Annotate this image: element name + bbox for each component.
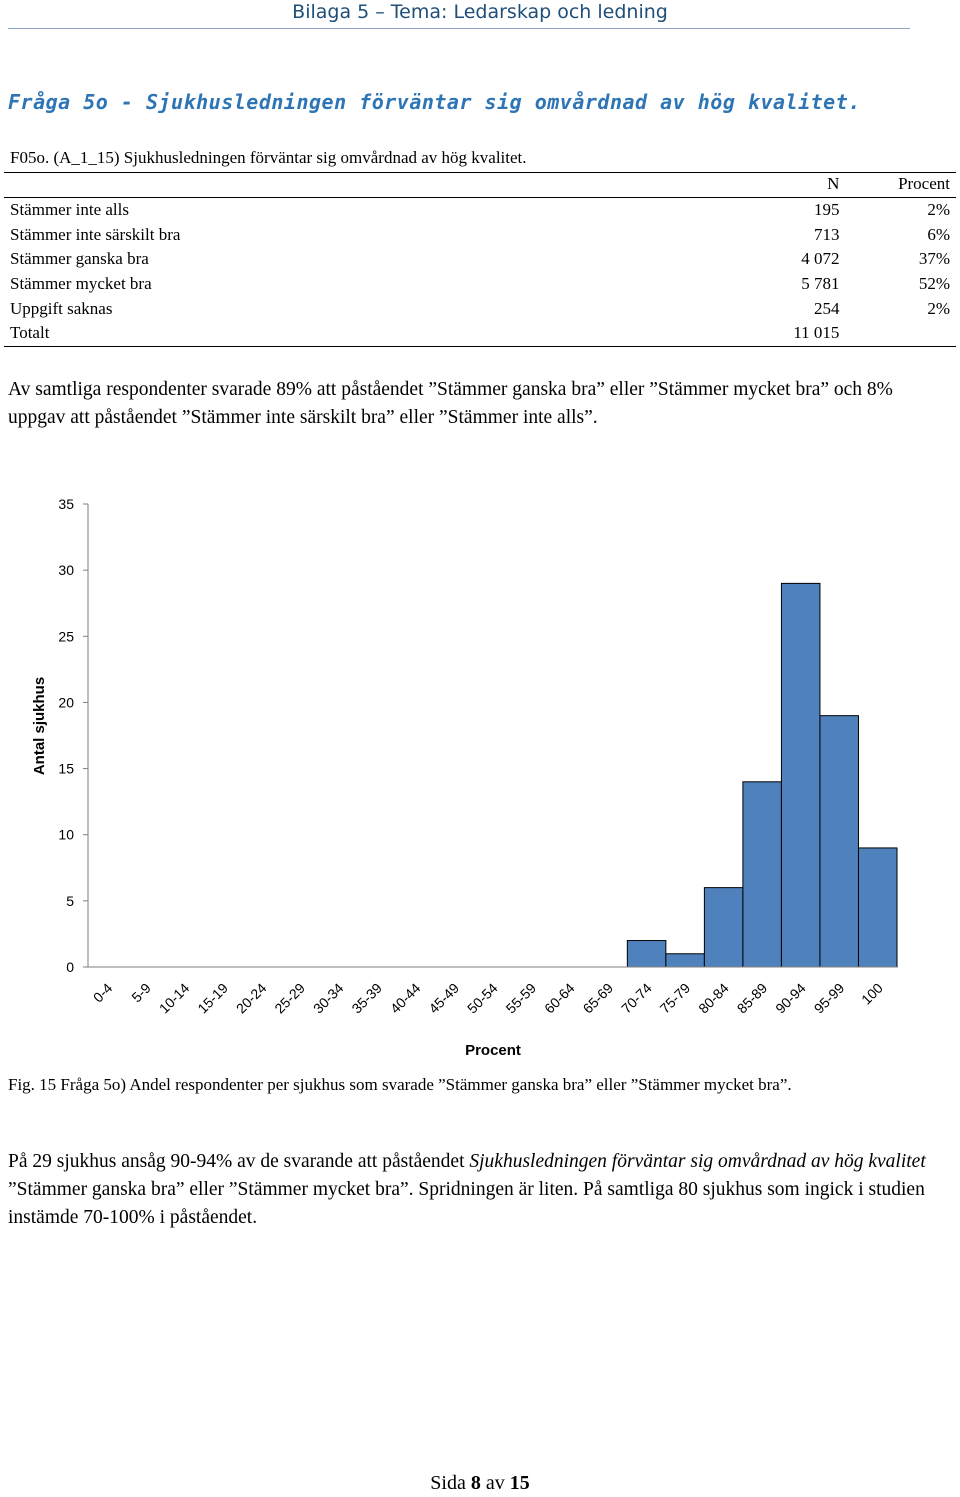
question-line: F05o. (A_1_15) Sjukhusledningen förvänta… [10, 148, 527, 167]
page-footer: Sida 8 av 15 [0, 1472, 960, 1495]
x-tick-label: 35-39 [348, 980, 385, 1017]
y-tick-label: 35 [58, 496, 74, 512]
conclusion-text-1: På 29 sjukhus ansåg 90-94% av de svarand… [8, 1151, 470, 1172]
y-tick-label: 20 [58, 694, 74, 710]
histogram-bar [703, 887, 744, 968]
table-row: Stämmer ganska bra 4 072 37% [4, 247, 956, 272]
x-tick-label: 70-74 [618, 980, 655, 1017]
histogram-chart: 0 5 10 15 20 25 30 35 0-4 5-9 10-14 15-19 20-24 25-2… [0, 490, 960, 1075]
x-tick-label: 45-49 [425, 980, 462, 1017]
x-tick-label: 40-44 [387, 980, 424, 1017]
total-label: Totalt [10, 323, 50, 343]
x-tick-label: 5-9 [128, 980, 154, 1006]
row-n: 713 [813, 224, 840, 244]
footer-page-number: 8 [470, 1472, 481, 1494]
x-tick-label: 80-84 [695, 980, 732, 1017]
y-tick-label: 30 [58, 562, 74, 578]
row-label: Uppgift saknas [10, 298, 113, 318]
table-header-row: N Procent [4, 172, 956, 198]
row-label: Stämmer ganska bra [10, 249, 149, 269]
footer-prefix: Sida [430, 1472, 471, 1494]
y-tick-label: 10 [58, 827, 74, 843]
x-tick-label: 75-79 [657, 980, 694, 1017]
table-row: Stämmer mycket bra 5 781 52% [4, 272, 956, 297]
table-top-rule [4, 172, 956, 173]
figure-caption: Fig. 15 Fråga 5o) Andel respondenter per… [8, 1075, 792, 1094]
header-percent: Procent [898, 174, 950, 194]
row-n: 5 781 [801, 274, 840, 294]
y-axis: 0 5 10 15 20 25 30 35 [58, 496, 89, 975]
footer-page-total: 15 [509, 1472, 530, 1494]
row-n: 4 072 [801, 249, 840, 269]
histogram-bar [780, 582, 821, 968]
x-tick-label: 95-99 [811, 980, 848, 1017]
y-tick-label: 15 [58, 761, 74, 777]
bars [626, 582, 898, 968]
y-tick-label: 5 [66, 893, 74, 909]
x-tick-label: 0-4 [90, 980, 116, 1006]
table-row: Uppgift saknas 254 2% [4, 296, 956, 321]
header-n: N [827, 174, 840, 194]
frequency-table-wrap: N Procent Stämmer inte alls 195 2% Stämm… [4, 172, 956, 347]
x-axis: 0-4 5-9 10-14 15-19 20-24 25-29 30-34 35-39 40-4… [88, 966, 897, 1017]
section-heading: Fråga 5o - Sjukhusledningen förväntar si… [8, 90, 861, 114]
x-tick-label: 15-19 [194, 980, 231, 1017]
row-percent: 2% [927, 200, 950, 220]
x-tick-label: 55-59 [503, 980, 540, 1017]
table-row: Stämmer inte alls 195 2% [4, 197, 956, 222]
x-axis-label: Procent [465, 1042, 521, 1059]
x-tick-label: 60-64 [541, 980, 578, 1017]
row-percent: 2% [927, 298, 950, 318]
table-total-row: Totalt 11 015 [4, 321, 956, 347]
x-tick-label: 65-69 [580, 980, 617, 1017]
total-percent [845, 321, 956, 346]
x-tick-label: 90-94 [772, 980, 809, 1017]
page-header: Bilaga 5 – Tema: Ledarskap och ledning [292, 1, 668, 23]
histogram-bar [742, 781, 782, 968]
row-percent: 6% [927, 224, 950, 244]
header-rule [8, 28, 910, 29]
x-tick-label: 25-29 [271, 980, 308, 1017]
row-label: Stämmer inte alls [10, 200, 129, 220]
x-tick-label: 30-34 [310, 980, 347, 1017]
conclusion-text-2: ”Stämmer ganska bra” eller ”Stämmer myck… [8, 1179, 925, 1228]
row-percent: 37% [918, 249, 950, 269]
row-n: 195 [813, 200, 840, 220]
table-row: Stämmer inte särskilt bra 713 6% [4, 222, 956, 247]
header-label [4, 172, 677, 197]
conclusion-italic: Sjukhusledningen förväntar sig omvårdnad… [469, 1151, 926, 1172]
row-n: 254 [813, 298, 840, 318]
histogram-svg: 0 5 10 15 20 25 30 35 0-4 5-9 10-14 15-19 20-24 25-2… [31, 496, 898, 1059]
row-label: Stämmer inte särskilt bra [10, 224, 181, 244]
histogram-bar [819, 715, 859, 968]
x-tick-label: 100 [858, 980, 886, 1008]
x-tick-label: 20-24 [233, 980, 270, 1017]
x-tick-label: 10-14 [156, 980, 193, 1017]
summary-paragraph: Av samtliga respondenter svarade 89% att… [8, 379, 893, 428]
conclusion-paragraph: På 29 sjukhus ansåg 90-94% av de svarand… [8, 1148, 948, 1232]
y-tick-label: 25 [58, 628, 74, 644]
y-axis-label: Antal sjukhus [31, 677, 48, 775]
y-tick-label: 0 [66, 959, 74, 975]
frequency-table: N Procent Stämmer inte alls 195 2% Stämm… [4, 172, 956, 347]
histogram-bar [857, 847, 898, 968]
x-tick-label: 50-54 [464, 980, 501, 1017]
row-label: Stämmer mycket bra [10, 274, 152, 294]
total-n: 11 015 [793, 323, 840, 343]
row-percent: 52% [918, 274, 950, 294]
histogram-bar [626, 940, 667, 968]
x-tick-label: 85-89 [734, 980, 771, 1017]
histogram-bar [665, 953, 705, 968]
footer-middle: av [480, 1472, 510, 1494]
